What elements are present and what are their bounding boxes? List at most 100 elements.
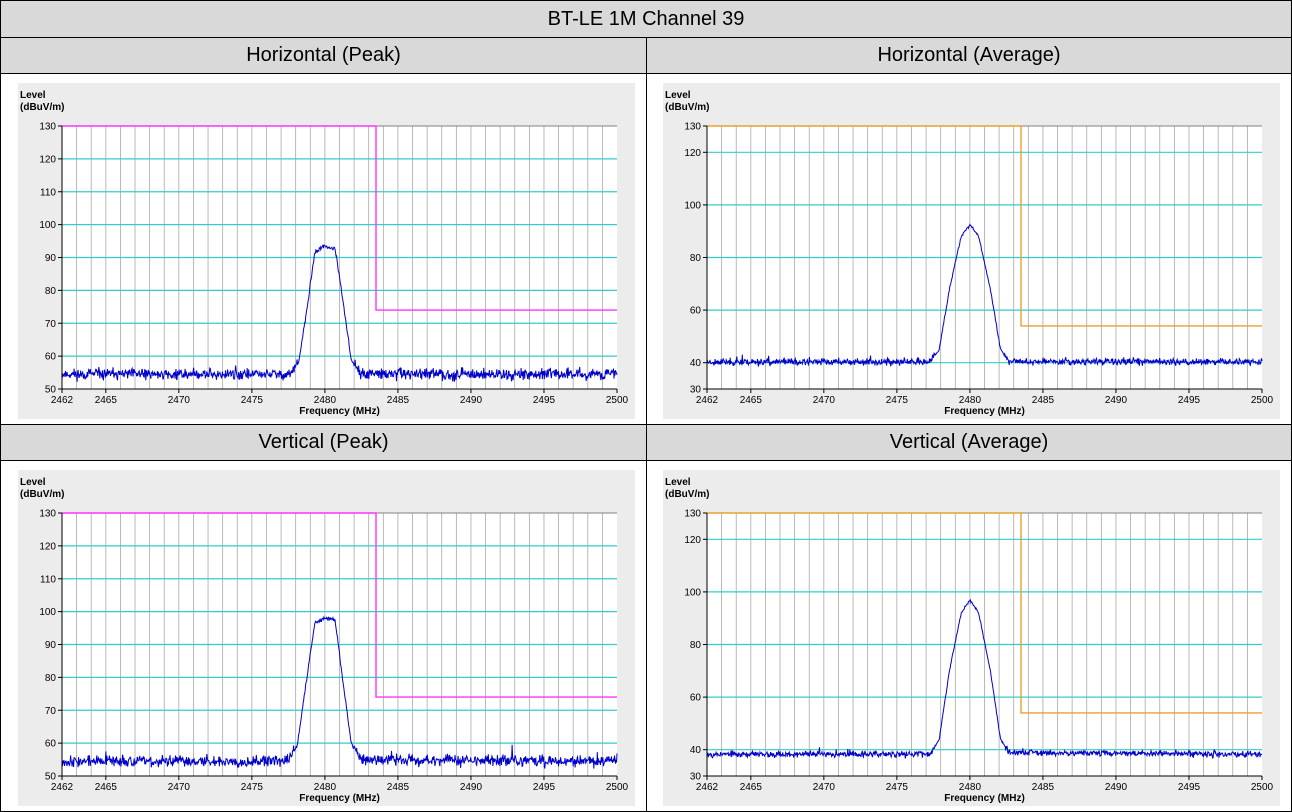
x-tick-label: 2465 (95, 782, 118, 793)
x-tick-label: 2490 (1105, 395, 1128, 406)
x-tick-label: 2462 (51, 395, 74, 406)
x-tick-label: 2485 (387, 782, 410, 793)
y-tick-label: 60 (45, 739, 57, 750)
y-axis-label: Level (665, 90, 691, 101)
y-tick-label: 100 (39, 220, 56, 231)
y-tick-label: 30 (690, 772, 702, 783)
x-tick-label: 2480 (314, 395, 337, 406)
y-tick-label: 70 (45, 706, 57, 717)
x-tick-label: 2465 (95, 395, 118, 406)
y-tick-label: 60 (690, 693, 702, 704)
series-trace (61, 243, 618, 382)
y-tick-label: 130 (684, 509, 701, 520)
y-tick-label: 110 (40, 574, 56, 585)
y-tick-label: 30 (690, 385, 702, 396)
y-tick-label: 120 (684, 535, 701, 546)
y-tick-label: 110 (40, 187, 56, 198)
grid (707, 513, 1262, 776)
panel-heading-vertical-average: Vertical (Average) (646, 424, 1292, 461)
x-axis-label: Frequency (MHz) (299, 406, 380, 417)
grid (62, 126, 617, 389)
x-tick-label: 2465 (740, 395, 763, 406)
x-tick-label: 2480 (314, 782, 337, 793)
series-limit-line (707, 512, 1262, 714)
x-axis-label: Frequency (MHz) (944, 406, 1025, 417)
grid (707, 126, 1262, 389)
x-tick-label: 2470 (168, 395, 191, 406)
y-axis-unit-label: (dBuV/m) (665, 102, 709, 113)
y-axis-label: Level (20, 90, 46, 101)
grid (62, 513, 617, 776)
y-tick-label: 90 (45, 253, 57, 264)
panel-heading-vertical-peak: Vertical (Peak) (0, 424, 647, 461)
x-tick-label: 2470 (168, 782, 191, 793)
x-tick-label: 2500 (606, 395, 629, 406)
y-axis-label: Level (20, 477, 46, 488)
x-tick-label: 2462 (696, 395, 719, 406)
y-tick-label: 100 (684, 200, 701, 211)
series-limit-line (62, 512, 617, 698)
y-tick-label: 60 (690, 306, 702, 317)
x-tick-label: 2465 (740, 782, 763, 793)
y-tick-label: 50 (45, 772, 57, 783)
x-tick-label: 2485 (1032, 395, 1055, 406)
series-trace (706, 223, 1263, 367)
x-tick-label: 2475 (886, 395, 909, 406)
y-axis-label: Level (665, 477, 691, 488)
chart-horizontal-peak: 50 60 70 80 90 100 110 120 130 2462 2465 2470 2475 24… (18, 83, 635, 419)
x-tick-label: 2485 (1032, 782, 1055, 793)
x-tick-label: 2500 (1251, 782, 1274, 793)
panel-heading-horizontal-average: Horizontal (Average) (646, 37, 1292, 74)
y-tick-label: 80 (45, 286, 57, 297)
series-limit-line (62, 125, 617, 311)
x-tick-label: 2470 (813, 782, 836, 793)
y-tick-label: 130 (39, 122, 56, 133)
x-tick-label: 2475 (241, 395, 264, 406)
y-tick-label: 100 (39, 607, 56, 618)
x-tick-label: 2490 (460, 395, 483, 406)
x-axis-label: Frequency (MHz) (944, 793, 1025, 804)
report-title: BT-LE 1M Channel 39 (0, 0, 1292, 38)
y-tick-label: 70 (45, 319, 57, 330)
panel-heading-horizontal-peak: Horizontal (Peak) (0, 37, 647, 74)
x-tick-label: 2495 (1178, 395, 1201, 406)
y-tick-label: 120 (684, 148, 701, 159)
series-trace (706, 598, 1263, 760)
y-axis-unit-label: (dBuV/m) (20, 102, 64, 113)
y-tick-label: 130 (684, 122, 701, 133)
y-tick-label: 80 (690, 253, 702, 264)
y-tick-label: 80 (45, 673, 57, 684)
y-tick-label: 90 (45, 640, 57, 651)
y-tick-label: 40 (690, 358, 702, 369)
x-tick-label: 2462 (51, 782, 74, 793)
x-tick-label: 2490 (1105, 782, 1128, 793)
y-axis-unit-label: (dBuV/m) (665, 489, 709, 500)
x-tick-label: 2495 (533, 395, 556, 406)
x-tick-label: 2480 (959, 782, 982, 793)
y-tick-label: 120 (39, 541, 56, 552)
y-tick-label: 40 (690, 745, 702, 756)
chart-vertical-peak: 50 60 70 80 90 100 110 120 130 2462 2465 2470 2475 24… (18, 470, 635, 806)
y-tick-label: 130 (39, 509, 56, 520)
x-tick-label: 2490 (460, 782, 483, 793)
x-tick-label: 2495 (1178, 782, 1201, 793)
x-tick-label: 2480 (959, 395, 982, 406)
x-tick-label: 2462 (696, 782, 719, 793)
x-tick-label: 2485 (387, 395, 410, 406)
x-tick-label: 2500 (1251, 395, 1274, 406)
x-axis-label: Frequency (MHz) (299, 793, 380, 804)
x-tick-label: 2495 (533, 782, 556, 793)
series-trace (61, 615, 618, 769)
y-tick-label: 80 (690, 640, 702, 651)
y-tick-label: 120 (39, 154, 56, 165)
y-tick-label: 50 (45, 385, 57, 396)
chart-vertical-average: 30 40 60 80 100 120 130 2462 2465 2470 2475 2480 248… (663, 470, 1280, 806)
y-tick-label: 100 (684, 587, 701, 598)
x-tick-label: 2500 (606, 782, 629, 793)
y-axis-unit-label: (dBuV/m) (20, 489, 64, 500)
chart-horizontal-average: 30 40 60 80 100 120 130 2462 2465 2470 2475 2480 248… (663, 83, 1280, 419)
x-tick-label: 2475 (241, 782, 264, 793)
x-tick-label: 2470 (813, 395, 836, 406)
x-tick-label: 2475 (886, 782, 909, 793)
